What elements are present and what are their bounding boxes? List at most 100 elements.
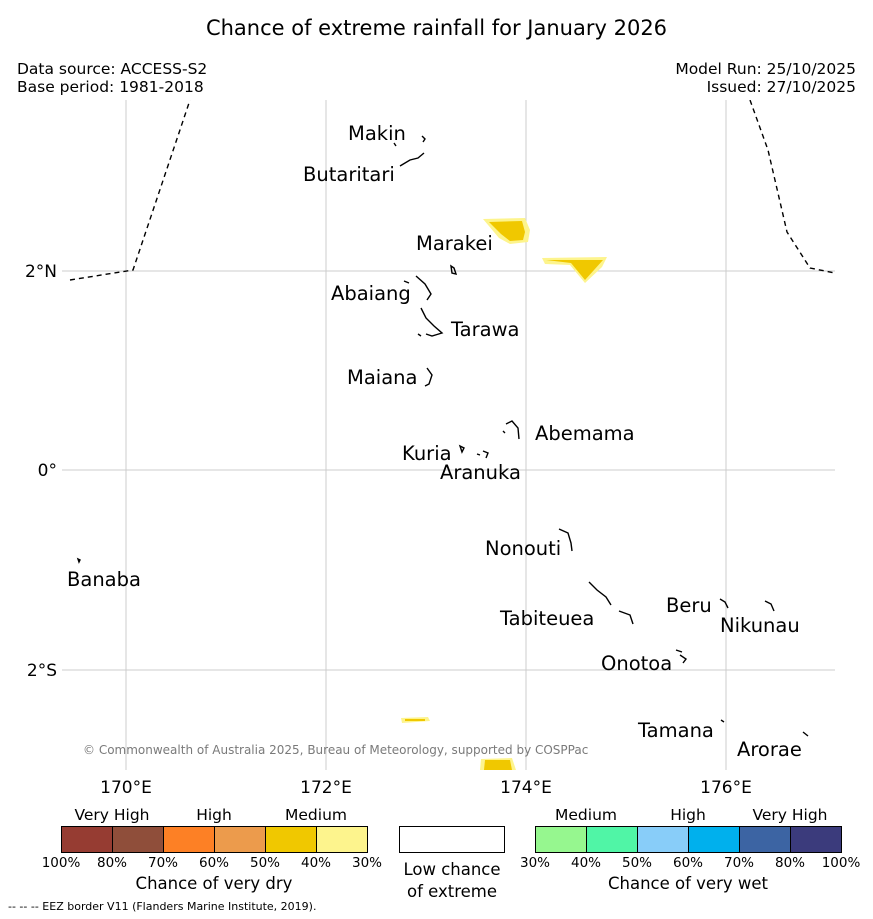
label-nikunau: Nikunau	[720, 614, 800, 637]
dry-shading	[401, 218, 607, 770]
lon-tick-174e: 174°E	[500, 778, 552, 798]
wet-header-very-high: Very High	[752, 806, 828, 824]
label-banaba: Banaba	[67, 568, 141, 591]
dry-tick: 70%	[147, 855, 179, 871]
dry-header-medium: Medium	[285, 806, 347, 824]
label-marakei: Marakei	[416, 232, 493, 255]
wet-cell-4	[688, 827, 740, 852]
marakei-island	[450, 264, 458, 275]
beru-island	[719, 598, 729, 609]
label-butaritari: Butaritari	[303, 163, 395, 186]
dry-tick: 100%	[41, 855, 81, 871]
makin-island	[393, 135, 426, 147]
label-beru: Beru	[666, 594, 712, 617]
label-aranuka: Aranuka	[440, 461, 521, 484]
wet-cell-6	[790, 827, 841, 852]
banaba-island	[76, 557, 81, 564]
label-tarawa: Tarawa	[450, 318, 520, 341]
kuria-island	[458, 444, 465, 454]
dry-cell-6	[316, 827, 367, 852]
wet-legend-title: Chance of very wet	[608, 874, 768, 893]
dry-cell-1	[61, 827, 113, 852]
low-chance-line1: Low chance	[403, 860, 501, 879]
lon-tick-176e: 176°E	[700, 778, 752, 798]
wet-cell-3	[637, 827, 689, 852]
tamana-island	[720, 719, 725, 723]
dry-area-bottom-core	[484, 760, 512, 770]
dry-cell-3	[163, 827, 215, 852]
low-chance-swatch	[399, 826, 505, 853]
lon-tick-170e: 170°E	[100, 778, 152, 798]
dry-tick: 40%	[300, 855, 332, 871]
dry-area-marakei-core	[489, 221, 525, 241]
label-arorae: Arorae	[737, 738, 802, 761]
lon-tick-172e: 172°E	[300, 778, 352, 798]
source-info: Data source: ACCESS-S2 Base period: 1981…	[17, 60, 207, 96]
wet-colorbar	[535, 826, 842, 853]
run-info: Model Run: 25/10/2025 Issued: 27/10/2025	[675, 60, 856, 96]
label-tabiteuea: Tabiteuea	[499, 607, 594, 630]
wet-header-medium: Medium	[555, 806, 617, 824]
lat-tick-2n: 2°N	[25, 262, 57, 282]
dry-area-south-core	[405, 719, 425, 721]
abemama-island	[502, 420, 520, 440]
dry-tick: 50%	[249, 855, 281, 871]
chart-title: Chance of extreme rainfall for January 2…	[205, 16, 668, 40]
island-outlines	[76, 135, 809, 737]
onotoa-island	[675, 649, 688, 664]
dry-cell-4	[214, 827, 266, 852]
tarawa-island	[417, 307, 444, 337]
dry-cell-2	[112, 827, 164, 852]
base-period: Base period: 1981-2018	[17, 78, 204, 96]
dry-header-very-high: Very High	[74, 806, 150, 824]
eez-border-west	[69, 100, 191, 281]
nonouti-island	[558, 528, 573, 552]
tabiteuea-island	[588, 581, 634, 625]
eez-border-east	[749, 100, 836, 274]
lat-tick-2s: 2°S	[27, 661, 57, 681]
eez-footnote: -- -- -- EEZ border V11 (Flanders Marine…	[8, 900, 317, 913]
abaiang-island	[403, 275, 432, 301]
dry-area-east-core	[546, 260, 603, 280]
wet-tick: 60%	[672, 855, 704, 871]
wet-cell-5	[739, 827, 791, 852]
wet-cell-1	[535, 827, 587, 852]
data-source: Data source: ACCESS-S2	[17, 60, 208, 78]
label-nonouti: Nonouti	[485, 537, 561, 560]
model-run: Model Run: 25/10/2025	[675, 60, 856, 78]
wet-tick: 40%	[570, 855, 602, 871]
wet-header-high: High	[670, 806, 706, 824]
dry-header-high: High	[196, 806, 232, 824]
lat-tick-0: 0°	[38, 461, 57, 481]
low-chance-label: Low chance of extreme	[403, 859, 500, 903]
label-onotoa: Onotoa	[601, 652, 672, 675]
wet-tick: 70%	[723, 855, 755, 871]
label-maiana: Maiana	[347, 366, 417, 389]
map-panel: Makin Butaritari Marakei Abaiang Tarawa …	[25, 100, 836, 798]
low-chance-line2: of extreme	[406, 882, 498, 901]
dry-cell-5	[265, 827, 317, 852]
label-kuria: Kuria	[402, 442, 452, 465]
dry-colorbar	[61, 826, 368, 853]
wet-cell-2	[586, 827, 638, 852]
maiana-island	[424, 367, 433, 387]
wet-tick: 30%	[519, 855, 551, 871]
eez-border	[69, 100, 836, 281]
dry-legend-title: Chance of very dry	[135, 874, 293, 893]
label-abaiang: Abaiang	[331, 282, 411, 305]
butaritari-island	[399, 152, 425, 167]
nikunau-island	[764, 600, 775, 612]
label-tamana: Tamana	[637, 719, 714, 742]
issued-date: Issued: 27/10/2025	[706, 78, 856, 96]
label-abemama: Abemama	[535, 422, 635, 445]
arorae-island	[802, 731, 809, 737]
dry-tick: 30%	[351, 855, 383, 871]
copyright-notice: © Commonwealth of Australia 2025, Bureau…	[83, 743, 588, 757]
gridlines	[62, 100, 835, 770]
wet-tick: 100%	[821, 855, 861, 871]
aranuka-island	[476, 450, 489, 459]
wet-tick: 80%	[774, 855, 806, 871]
label-makin: Makin	[348, 122, 406, 145]
dry-tick: 80%	[96, 855, 128, 871]
wet-tick: 50%	[621, 855, 653, 871]
